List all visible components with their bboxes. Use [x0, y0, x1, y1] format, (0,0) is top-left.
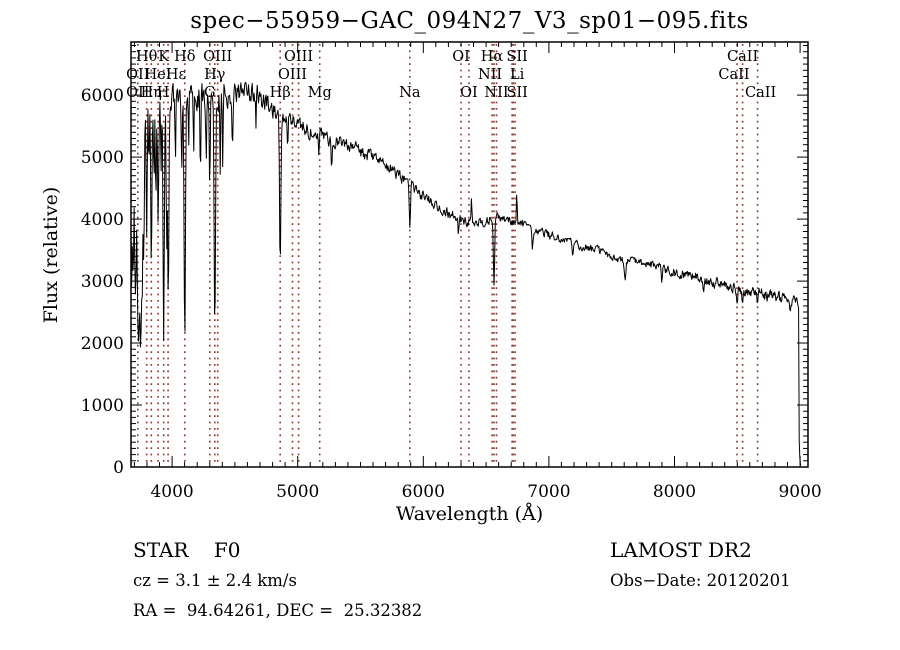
line-markers [137, 44, 759, 466]
line-label: OI [460, 85, 478, 101]
x-tick-label: 5000 [276, 482, 319, 502]
line-label: Na [399, 85, 421, 101]
radial-velocity-text: cz = 3.1 ± 2.4 km/s [133, 571, 297, 590]
line-label: CaII [727, 49, 758, 65]
y-tick-label: 6000 [81, 86, 124, 106]
x-tick-label: 9000 [778, 482, 821, 502]
line-label: OIII [284, 49, 313, 65]
axis-ticks [131, 42, 808, 468]
line-label: SII [506, 49, 527, 65]
y-tick-label: 0 [113, 458, 124, 478]
y-axis-label: Flux (relative) [40, 186, 62, 324]
x-tick-label: 8000 [653, 482, 696, 502]
line-label: CaII [745, 85, 776, 101]
line-label: Hε [166, 67, 186, 83]
y-tick-label: 4000 [81, 210, 124, 230]
line-label: HeI [145, 67, 172, 83]
line-label: SII [507, 85, 528, 101]
line-label: Hη [141, 85, 162, 101]
line-label: K [158, 49, 170, 65]
line-label: H [157, 85, 170, 101]
x-tick-label: 6000 [402, 482, 445, 502]
y-tick-label: 2000 [81, 334, 124, 354]
x-tick-label: 4000 [150, 482, 193, 502]
y-tick-labels: 0 1000 2000 3000 4000 5000 6000 [81, 86, 124, 478]
y-tick-label: 3000 [81, 272, 124, 292]
line-label: CaII [718, 67, 749, 83]
line-label: OIII [203, 49, 232, 65]
ra-dec-text: RA = 94.64261, DEC = 25.32382 [133, 601, 423, 620]
obs-date-text: Obs−Date: 20120201 [610, 571, 791, 590]
line-label: Hθ [136, 49, 157, 65]
line-label: Mg [308, 85, 332, 101]
line-label: Hδ [174, 49, 195, 65]
plot-title: spec−55959−GAC_094N27_V3_sp01−095.fits [190, 8, 749, 34]
line-label: OIII [278, 67, 307, 83]
line-label: Hα [481, 49, 504, 65]
line-label: OII [126, 67, 149, 83]
line-label: OII [126, 85, 149, 101]
x-tick-labels: 4000 5000 6000 7000 8000 9000 [150, 482, 821, 502]
survey-name-text: LAMOST DR2 [610, 538, 752, 562]
x-tick-label: 7000 [527, 482, 570, 502]
object-class-text: STAR F0 [133, 538, 241, 562]
line-label: G [204, 85, 216, 101]
x-axis-label: Wavelength (Å) [395, 503, 544, 525]
line-label: NII [478, 67, 502, 83]
line-label: Hβ [270, 85, 291, 101]
y-tick-label: 1000 [81, 396, 124, 416]
spectrum-line [130, 82, 802, 466]
line-label: NII [484, 85, 508, 101]
line-label: Li [510, 67, 525, 83]
line-label: OI [452, 49, 470, 65]
y-tick-label: 5000 [81, 148, 124, 168]
line-label: Hγ [204, 67, 225, 83]
